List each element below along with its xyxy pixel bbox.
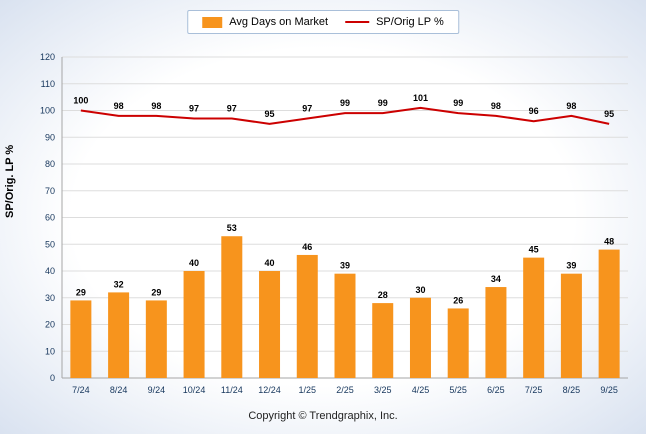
x-tick-label: 3/25	[374, 385, 392, 395]
bar	[409, 297, 431, 378]
bar	[108, 292, 130, 378]
x-tick-label: 9/24	[148, 385, 166, 395]
line-series-legend-label: SP/Orig LP %	[376, 16, 444, 28]
line-value-label: 97	[227, 104, 237, 114]
bar	[70, 300, 92, 378]
bar-value-label: 45	[529, 245, 539, 255]
bar-value-label: 28	[378, 290, 388, 300]
bar	[447, 308, 469, 378]
line-value-label: 98	[151, 101, 161, 111]
line-value-label: 98	[491, 101, 501, 111]
chart-legend: Avg Days on Market SP/Orig LP %	[187, 10, 459, 34]
copyright-text: Copyright © Trendgraphix, Inc.	[248, 410, 398, 422]
bar	[296, 254, 318, 378]
line-series-swatch-icon	[345, 21, 370, 23]
bar-value-label: 39	[340, 261, 350, 271]
y-tick-label: 10	[45, 346, 55, 356]
x-tick-label: 12/24	[258, 385, 281, 395]
bar-value-label: 39	[566, 261, 576, 271]
bar-value-label: 29	[76, 287, 86, 297]
sp-orig-lp-line	[80, 106, 610, 125]
x-tick-label: 7/24	[72, 385, 90, 395]
y-tick-label: 120	[40, 52, 55, 62]
y-tick-label: 30	[45, 293, 55, 303]
bar	[259, 271, 281, 378]
line-value-label: 96	[529, 106, 539, 116]
x-tick-label: 6/25	[487, 385, 505, 395]
line-value-label: 100	[73, 96, 88, 106]
y-tick-label: 50	[45, 239, 55, 249]
line-value-label: 101	[413, 93, 428, 103]
x-tick-label: 5/25	[449, 385, 467, 395]
bar-value-label: 53	[227, 223, 237, 233]
bar-value-label: 46	[302, 242, 312, 252]
x-tick-label: 1/25	[299, 385, 317, 395]
bar-value-label: 26	[453, 295, 463, 305]
y-tick-label: 100	[40, 106, 55, 116]
bar-value-label: 34	[491, 274, 501, 284]
x-tick-label: 2/25	[336, 385, 354, 395]
bar-value-label: 29	[151, 287, 161, 297]
bar	[560, 273, 582, 378]
x-tick-label: 11/24	[221, 385, 243, 395]
bar	[372, 303, 394, 378]
y-tick-label: 80	[45, 159, 55, 169]
bar	[221, 236, 243, 378]
bar-value-label: 48	[604, 237, 614, 247]
y-tick-label: 110	[41, 79, 55, 89]
y-tick-label: 70	[45, 186, 55, 196]
bar	[334, 273, 356, 378]
line-value-label: 97	[189, 104, 199, 114]
bar	[598, 249, 620, 378]
line-value-label: 95	[265, 109, 275, 119]
bar-value-label: 40	[189, 258, 199, 268]
x-tick-label: 7/25	[525, 385, 543, 395]
y-tick-label: 20	[45, 320, 55, 330]
y-tick-label: 90	[45, 132, 55, 142]
x-tick-label: 8/24	[110, 385, 128, 395]
x-tick-label: 9/25	[600, 385, 618, 395]
bar	[523, 257, 545, 378]
x-tick-label: 4/25	[412, 385, 430, 395]
y-tick-label: 0	[50, 373, 55, 383]
bar-series-legend-label: Avg Days on Market	[229, 16, 329, 28]
bar-series-swatch-icon	[202, 16, 223, 28]
x-tick-label: 8/25	[563, 385, 581, 395]
line-value-label: 99	[378, 98, 388, 108]
bar-value-label: 30	[415, 285, 425, 295]
bar-value-label: 32	[114, 279, 124, 289]
bar	[183, 271, 205, 378]
bar	[485, 287, 507, 378]
line-value-label: 97	[302, 104, 312, 114]
bar-value-label: 40	[265, 258, 275, 268]
line-value-label: 98	[566, 101, 576, 111]
bar	[145, 300, 167, 378]
x-tick-label: 10/24	[183, 385, 206, 395]
y-tick-label: 40	[45, 266, 55, 276]
line-value-label: 99	[453, 98, 463, 108]
line-value-label: 99	[340, 98, 350, 108]
y-tick-label: 60	[45, 213, 55, 223]
line-value-label: 95	[604, 109, 614, 119]
line-value-label: 98	[114, 101, 124, 111]
